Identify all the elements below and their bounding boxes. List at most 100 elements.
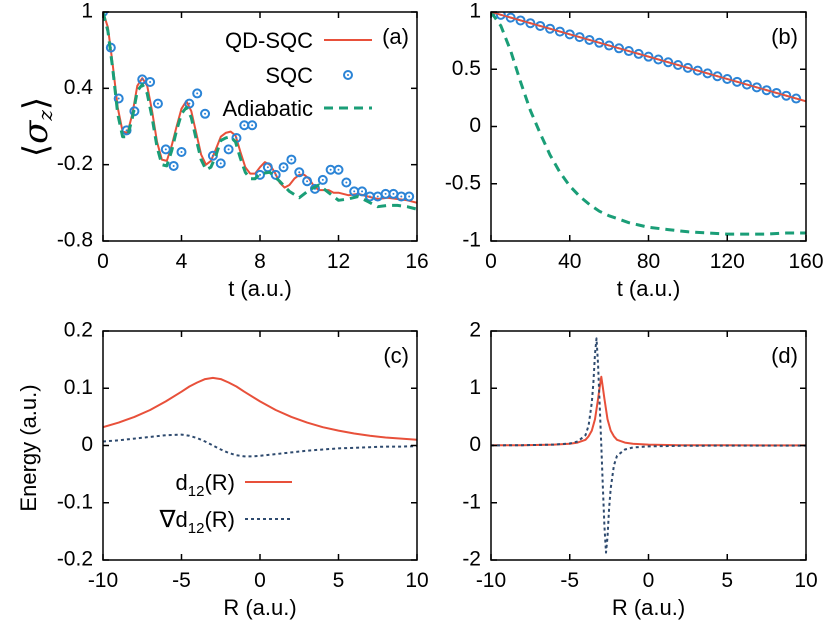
sqc-marker: [604, 40, 615, 51]
sqc-marker: [505, 12, 516, 23]
x-tick-label: -10: [476, 569, 506, 592]
x-tick-label: -10: [88, 569, 118, 592]
sqc-marker: [594, 37, 605, 48]
y-tick-label: 2: [469, 319, 481, 342]
sqc-marker-dot: [282, 166, 285, 169]
sqc-marker: [771, 87, 782, 98]
y-tick-label: 0: [81, 433, 93, 456]
sqc-marker-dot: [259, 173, 261, 176]
sqc-marker-dot: [188, 102, 191, 105]
sqc-marker: [722, 73, 733, 84]
sqc-marker-dot: [337, 168, 340, 171]
sqc-marker: [741, 79, 752, 90]
legend-label-qd-sqc: QD-SQC: [225, 28, 313, 53]
sqc-marker: [176, 146, 187, 157]
x-tick-label: 5: [333, 569, 345, 592]
sqc-marker: [160, 144, 171, 155]
y-tick-label: 0: [469, 114, 481, 137]
sqc-marker: [302, 176, 313, 187]
sqc-marker-dot: [243, 124, 246, 127]
series-line-adiabatic: [491, 12, 806, 236]
x-tick-label: 120: [710, 250, 745, 273]
x-axis-label: t (a.u.): [617, 276, 681, 301]
series-group: [491, 12, 806, 236]
sqc-marker-dot: [400, 195, 403, 198]
sqc-marker-dot: [219, 162, 222, 165]
sqc-marker-dot: [251, 124, 254, 127]
sqc-marker-dot: [196, 92, 199, 95]
x-axis-label: t (a.u.): [228, 276, 292, 301]
sqc-marker: [682, 62, 693, 73]
panel-c: -10 -5 0 5 100.20.10-0.1-0.2R (a.u.)(c)d12(R…: [57, 319, 429, 620]
y-tick-label: -1: [462, 490, 481, 513]
series-line-d12-r: [103, 376, 417, 441]
sqc-marker: [692, 65, 703, 76]
x-tick-label: 12: [327, 250, 350, 273]
legend-label-grad-d12: ∇d12(R): [158, 506, 235, 537]
sqc-marker: [184, 98, 195, 109]
legend-rest: (R): [204, 507, 235, 532]
sqc-marker-dot: [392, 192, 395, 195]
series-group: [103, 376, 417, 458]
legend-swatch-marker: [343, 70, 353, 80]
sqc-marker-dot: [227, 148, 230, 151]
sqc-marker: [223, 144, 234, 155]
sqc-marker: [357, 186, 368, 197]
sqc-marker: [535, 20, 546, 31]
sqc-marker-dot: [211, 154, 214, 157]
x-tick-label: 160: [788, 250, 823, 273]
legend-label-adiabatic: Adiabatic: [222, 96, 313, 121]
sqc-marker: [712, 71, 723, 82]
sqc-marker-dot: [321, 178, 324, 181]
sqc-marker-dot: [149, 80, 152, 83]
sqc-marker: [286, 154, 297, 165]
legend-main: d: [176, 507, 188, 532]
legend-rest: (R): [204, 470, 235, 495]
sqc-marker: [751, 82, 762, 93]
x-tick-label: 0: [643, 569, 655, 592]
sqc-marker-dot: [368, 195, 371, 198]
sqc-marker: [255, 169, 265, 180]
sqc-marker-dot: [164, 148, 167, 151]
sqc-marker: [341, 177, 352, 188]
panel-b: 0 40 80 120 160 1 0.5 0 -0.5 -1 t (a.u.) (b): [445, 0, 824, 301]
series-line-qd-sqc-overlay: [491, 12, 806, 103]
nabla-symbol: ∇: [158, 506, 176, 533]
sqc-marker-dot: [141, 78, 144, 81]
sqc-marker: [145, 76, 156, 87]
series-line-d12-r: [491, 337, 806, 554]
y-tick-label: 0.1: [64, 376, 93, 399]
sqc-marker-dot: [345, 181, 348, 184]
sqc-marker: [613, 43, 624, 54]
sqc-marker-dot: [361, 190, 364, 193]
sigma-subscript: z: [33, 110, 57, 122]
y-tick-label: 1: [469, 0, 481, 23]
sqc-marker: [200, 108, 211, 119]
sqc-marker: [152, 98, 163, 109]
x-tick-label: -5: [560, 569, 579, 592]
sqc-marker-dot: [329, 168, 332, 171]
sqc-marker: [278, 162, 289, 173]
legend-sub: 12: [188, 483, 205, 500]
sqc-marker: [663, 57, 674, 68]
sqc-marker-dot: [353, 190, 356, 193]
series-line-adiabatic: [103, 12, 417, 211]
svg-text:⟨σz⟩: ⟨σz⟩: [16, 97, 57, 157]
x-tick-label: -5: [172, 569, 191, 592]
sqc-marker: [525, 18, 536, 29]
y-tick-label: -0.2: [57, 548, 93, 571]
x-tick-label: 4: [176, 250, 188, 273]
sqc-marker: [653, 54, 664, 65]
legend-sub: 12: [188, 520, 205, 537]
x-tick-label: 0: [97, 250, 109, 273]
sigma-symbol: σ: [16, 120, 56, 144]
sqc-marker: [791, 93, 802, 104]
x-tick-label: 8: [254, 250, 266, 273]
sqc-marker: [564, 29, 575, 40]
y-tick-label: -0.1: [57, 490, 93, 513]
sqc-marker-dot: [306, 180, 309, 183]
legend-main: d: [176, 470, 188, 495]
y-tick-label: -1: [462, 229, 481, 252]
